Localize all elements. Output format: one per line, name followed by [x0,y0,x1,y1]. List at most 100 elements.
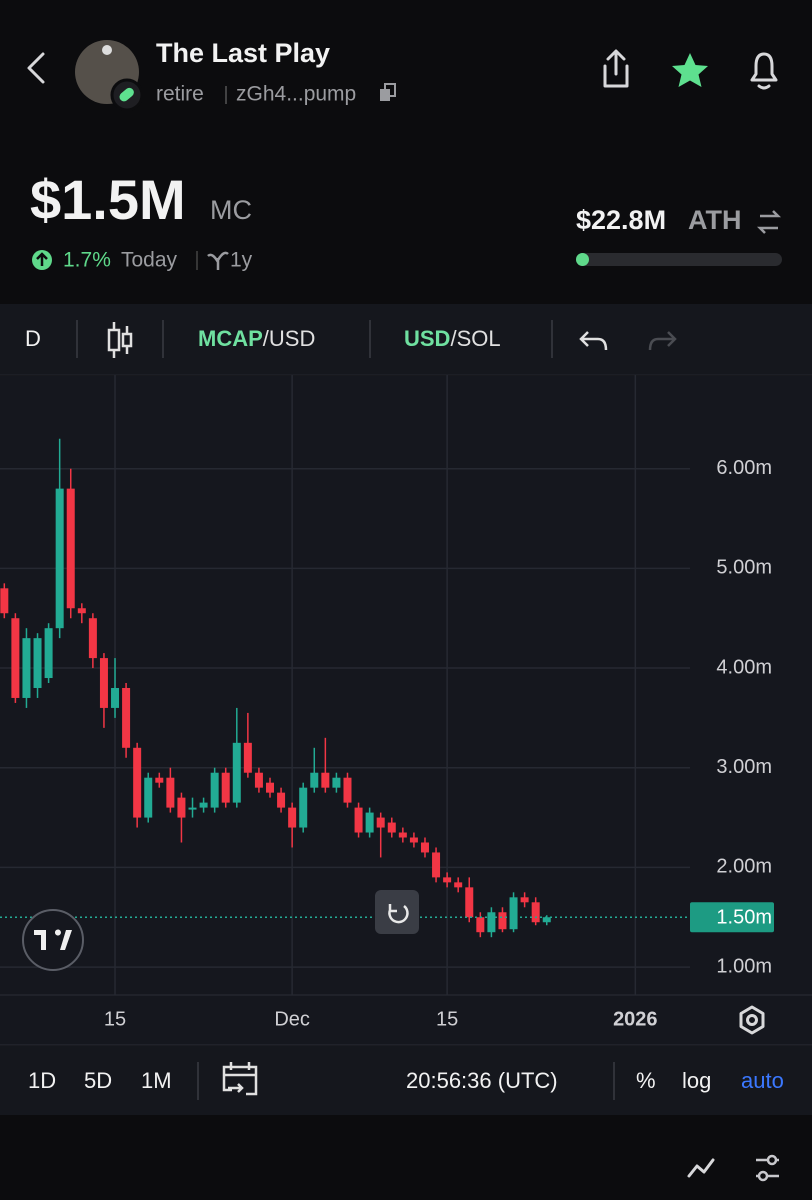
candle-body [144,777,153,818]
candle-body [332,777,341,788]
auto-toggle[interactable]: auto [741,1068,784,1093]
candle-body [365,812,374,833]
ath-label: ATH [688,205,742,235]
favorite-button[interactable] [672,53,708,87]
indicator-button[interactable] [687,1158,715,1178]
candle-body [266,782,274,793]
currency-toggle[interactable]: USD/SOL [404,326,501,351]
candle-body [509,897,518,930]
token-name: The Last Play [156,38,330,68]
pair-main: MCAP [198,326,263,351]
candle-body [55,488,64,629]
candle-body [166,777,175,808]
settings-button[interactable] [739,1005,765,1035]
pill-icon [119,87,134,102]
undo-button[interactable] [579,331,608,351]
candle-body [465,887,474,918]
candle-body [443,877,452,883]
percent-toggle[interactable]: % [636,1068,656,1093]
candle-body [243,742,252,773]
x-tick-label: Dec [274,1008,310,1030]
y-tick-label: 1.00m [716,955,772,977]
back-button[interactable] [27,52,45,84]
ath-bar-fill [576,253,589,266]
candle-body [387,822,396,833]
currency-rest: /SOL [450,326,500,351]
last-price-box [690,902,774,933]
alert-button[interactable] [750,52,778,90]
candle-body [542,917,551,923]
candle-body [432,852,441,878]
candle-body [66,488,75,609]
candle-body [321,772,330,788]
market-cap-unit: MC [210,195,252,225]
y-tick-label: 6.00m [716,457,772,479]
share-button[interactable] [603,49,629,88]
chart-area [0,376,812,1045]
pair-rest: /USD [263,326,316,351]
candle-body [221,772,230,803]
range-button[interactable]: 1M [141,1068,172,1093]
candle-body [531,902,540,923]
range-button[interactable]: 1D [28,1068,56,1093]
x-tick-label: 2026 [613,1008,658,1030]
candle-body [122,687,131,748]
candle-body [88,618,97,659]
filter-button[interactable] [756,1154,779,1182]
y-tick-label: 3.00m [716,756,772,778]
x-tick-label: 15 [436,1008,458,1030]
candle-body [354,807,363,833]
last-price-label: 1.50m [716,907,772,929]
logo-mark [34,929,72,950]
candle-body [111,687,120,708]
plot: 15 Dec 15 2026 1.00m 2.00m 3.00m 4.00m 5.00m 6.00… [0,375,774,1030]
toolbar-dividers [76,320,553,358]
candle-body [498,912,507,930]
pair-toggle[interactable]: MCAP/USD [198,326,315,351]
candle-body [487,912,496,933]
candle-body [99,658,108,708]
change-period: Today [121,249,178,272]
candle-body [254,772,263,788]
settings-dot [746,1014,758,1026]
candle-body [310,772,319,788]
bottom-bar [0,1046,812,1115]
copy-icon-back [384,83,396,97]
range-button[interactable]: 5D [84,1068,112,1093]
market-cap: $1.5M [30,168,186,231]
redo-button[interactable] [648,331,677,351]
ticker: retire [156,83,204,106]
candle-body [44,628,53,679]
date-range-button[interactable] [222,1062,258,1096]
candle-body [177,797,186,818]
age-icon [207,251,229,270]
candle-body [11,618,20,698]
y-tick-label: 5.00m [716,557,772,579]
candle-body [476,917,485,933]
candle-body [409,837,418,843]
reset-icon [388,904,409,924]
chart-type-button[interactable] [107,322,133,358]
address[interactable]: zGh4...pump [236,83,356,106]
candle-body [420,842,429,853]
candle-body [22,638,31,698]
swap-button[interactable] [756,210,782,234]
candle-body [398,832,407,838]
candle-body [454,882,463,888]
change: 1.7% [63,249,111,272]
x-tick-label: 15 [104,1008,126,1030]
candle-body [232,742,241,803]
y-tick-label: 4.00m [716,656,772,678]
candle-body [520,897,529,903]
candle-body [0,588,9,614]
log-toggle[interactable]: log [682,1068,711,1093]
candle-body [199,802,208,808]
avatar-detail [102,45,112,55]
y-tick-label: 2.00m [716,856,772,878]
candle-body [188,807,197,810]
tradingview-logo[interactable] [22,909,84,971]
clock: 20:56:36 (UTC) [406,1068,558,1093]
currency-main: USD [404,326,450,351]
interval[interactable]: D [25,326,41,351]
